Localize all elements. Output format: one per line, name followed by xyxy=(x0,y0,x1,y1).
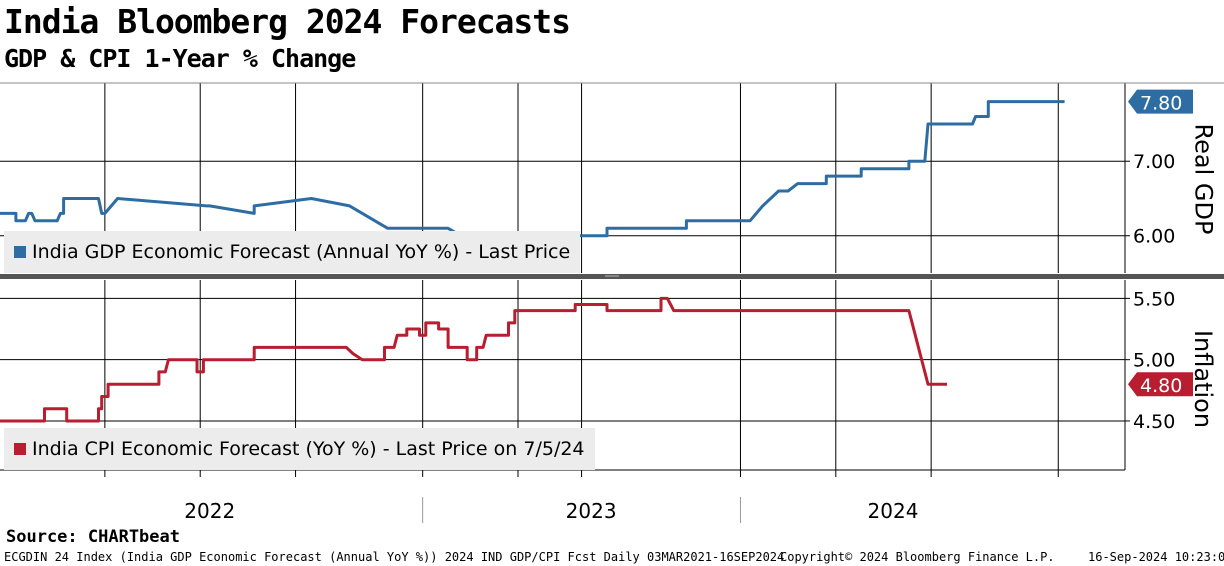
cpi-axis-title: Inflation xyxy=(1189,329,1218,429)
footer-copyright: Copyright© 2024 Bloomberg Finance L.P. xyxy=(780,550,1055,564)
x-year-label-2024: 2024 xyxy=(868,499,919,523)
cpi-panel-ytick-label-2: 5.50 xyxy=(1133,288,1175,310)
cpi-legend-label: India CPI Economic Forecast (YoY %) - La… xyxy=(32,438,585,460)
gdp-panel-series-line xyxy=(0,100,1065,238)
gdp-panel-ytick-label-0: 6.00 xyxy=(1133,226,1175,248)
cpi-panel-ytick-label-0: 4.50 xyxy=(1133,411,1175,433)
gdp-legend-label: India GDP Economic Forecast (Annual YoY … xyxy=(32,241,571,263)
chart-title: India Bloomberg 2024 Forecasts xyxy=(4,2,571,41)
cpi-legend: India CPI Economic Forecast (YoY %) - La… xyxy=(4,428,595,470)
chart-subtitle: GDP & CPI 1-Year % Change xyxy=(4,44,356,73)
footer-index-description: ECGDIN 24 Index (India GDP Economic Fore… xyxy=(4,550,785,564)
gdp-panel-ytick-label-1: 7.00 xyxy=(1133,151,1175,173)
gdp-legend: India GDP Economic Forecast (Annual YoY … xyxy=(4,231,581,273)
x-year-label-2022: 2022 xyxy=(184,499,235,523)
source-note: Source: CHARTbeat xyxy=(6,527,180,547)
gdp-legend-swatch xyxy=(14,246,26,258)
cpi-panel-ytick-label-1: 5.00 xyxy=(1133,350,1175,372)
gdp-panel-last-value-tag xyxy=(1128,89,1193,114)
cpi-panel-last-value-label: 4.80 xyxy=(1140,375,1182,397)
footer-timestamp: 16-Sep-2024 10:23:08 xyxy=(1088,550,1224,564)
x-year-label-2023: 2023 xyxy=(566,499,617,523)
cpi-legend-swatch xyxy=(14,443,26,455)
gdp-axis-title: Real GDP xyxy=(1189,123,1218,235)
cpi-panel-last-value-tag xyxy=(1128,372,1193,397)
gdp-panel-last-value-label: 7.80 xyxy=(1140,93,1182,115)
cpi-panel-series-line xyxy=(0,296,947,423)
